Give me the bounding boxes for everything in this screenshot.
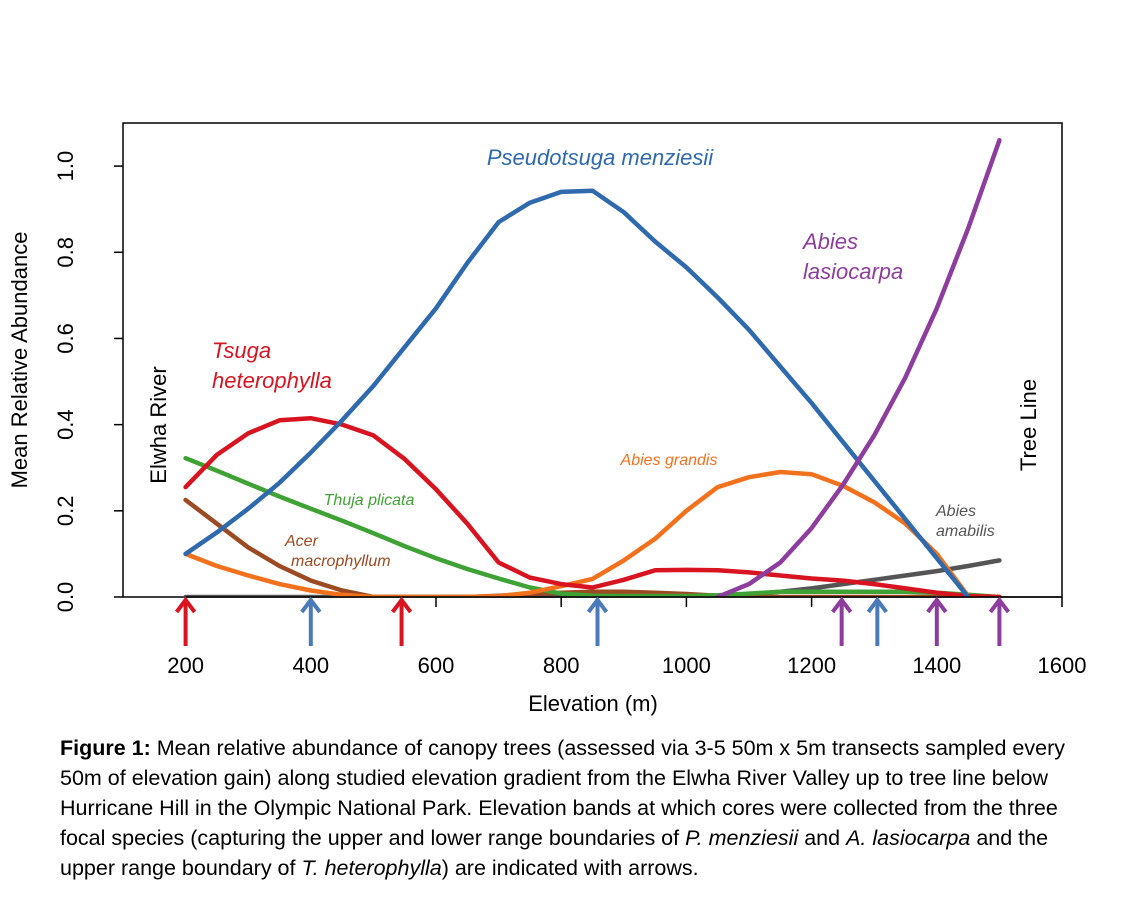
- core-arrow-head: [300, 596, 322, 614]
- caption-species-3: T. heterophylla: [301, 856, 442, 880]
- series-line-abies-grandis: [183, 469, 1002, 597]
- y-tick-label: 0.2: [53, 496, 78, 527]
- core-arrow-head: [390, 596, 413, 614]
- x-tick-label: 1400: [912, 653, 961, 678]
- series-label-abies-amabilis: Abies: [935, 503, 976, 520]
- series-label-acer-macrophyllum: Acer: [284, 533, 319, 550]
- series-line-thuja-plicata: [183, 455, 1002, 597]
- series-label-pseudotsuga-menziesii: Pseudotsuga menziesii: [487, 145, 714, 170]
- y-tick-label: 0.6: [53, 323, 78, 354]
- core-arrow-head: [866, 596, 888, 614]
- core-arrow-head: [175, 596, 197, 614]
- series-line-pseudotsuga-menziesii: [183, 188, 971, 597]
- series-label-abies-grandis: Abies grandis: [620, 452, 718, 469]
- series-label-tsuga-heterophylla: heterophylla: [212, 368, 332, 393]
- series-label-acer-macrophyllum: macrophyllum: [291, 553, 391, 570]
- series-line-tsuga-heterophylla: [183, 415, 1002, 597]
- axis-layer: 0.0 0.2 0.4 0.6 0.8 1.0 200 400 600 800 1000 1200 14…: [7, 151, 1086, 716]
- x-tick-label: 600: [418, 653, 455, 678]
- label-layer: Pseudotsuga menziesii Tsuga heterophylla Ab…: [146, 145, 1041, 570]
- figure-caption: Figure 1: Mean relative abundance of can…: [60, 733, 1070, 883]
- y-tick-label: 0.4: [53, 409, 78, 440]
- x-tick-label: 1600: [1038, 653, 1087, 678]
- x-tick-label: 1000: [662, 653, 711, 678]
- caption-text-1: Mean relative abundance of canopy trees …: [60, 736, 1066, 850]
- y-tick-label: 0.0: [53, 582, 78, 613]
- series-line-acer-macrophyllum: [183, 497, 1002, 597]
- core-arrow-head: [988, 596, 1011, 614]
- caption-species-1: P. menziesii: [685, 826, 799, 850]
- caption-text-4: ) are indicated with arrows.: [441, 856, 699, 880]
- x-tick-label: 800: [543, 653, 580, 678]
- x-tick-label: 1200: [787, 653, 836, 678]
- series-label-abies-lasiocarpa: Abies: [801, 229, 858, 254]
- caption-text-3: and the upper range boundary of: [60, 826, 1049, 880]
- tree-line-label: Tree Line: [1016, 379, 1041, 471]
- series-line-abies-lasiocarpa: [715, 137, 1002, 597]
- y-tick-label: 1.0: [53, 151, 78, 182]
- x-axis-label: Elevation (m): [528, 691, 658, 716]
- series-label-abies-amabilis: amabilis: [936, 523, 995, 540]
- x-tick-label: 200: [167, 653, 204, 678]
- elwha-river-label: Elwha River: [146, 366, 171, 483]
- y-axis-label: Mean Relative Abundance: [7, 232, 32, 489]
- series-layer: [183, 137, 1002, 597]
- series-label-tsuga-heterophylla: Tsuga: [212, 338, 271, 363]
- core-arrow-head: [926, 596, 948, 614]
- series-label-abies-lasiocarpa: lasiocarpa: [803, 259, 903, 284]
- series-label-thuja-plicata: Thuja plicata: [324, 492, 415, 509]
- caption-species-2: A. lasiocarpa: [846, 826, 971, 850]
- arrow-layer: [175, 596, 1011, 646]
- y-tick-label: 0.8: [53, 237, 78, 268]
- chart: 0.0 0.2 0.4 0.6 0.8 1.0 200 400 600 800 1000 1200 14…: [7, 122, 1086, 716]
- caption-text-2: and: [798, 826, 847, 850]
- x-tick-label: 400: [292, 653, 329, 678]
- core-arrow-head: [586, 596, 609, 614]
- caption-label: Figure 1:: [60, 736, 151, 760]
- core-arrow-head: [831, 596, 853, 614]
